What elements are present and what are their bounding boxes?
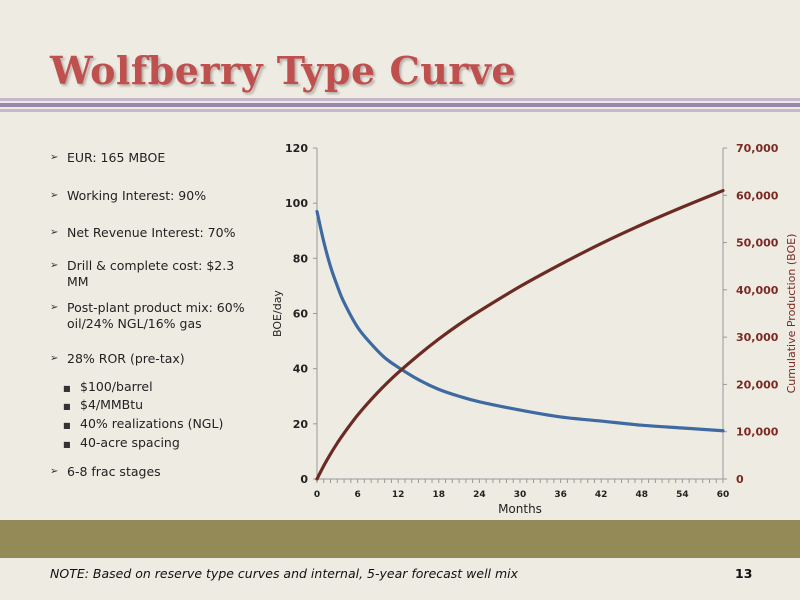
slide-title: Wolfberry Type Curve xyxy=(50,48,517,93)
y-tick-label: 100 xyxy=(285,197,308,210)
x-tick-label: 12 xyxy=(392,490,405,500)
square-bullet-icon: ■ xyxy=(63,440,71,449)
y-tick-label: 120 xyxy=(285,142,308,155)
arrow-bullet-icon: ➢ xyxy=(50,190,59,201)
bullet-product-mix: ➢ Post-plant product mix: 60% oil/24% NG… xyxy=(50,300,245,331)
y2-tick-label: 30,000 xyxy=(736,331,779,344)
footer-band xyxy=(0,520,800,558)
x-tick-label: 54 xyxy=(676,490,689,500)
y2-tick-label: 70,000 xyxy=(736,142,779,155)
y2-tick-label: 50,000 xyxy=(736,237,779,250)
y-tick-label: 40 xyxy=(293,363,309,376)
y2-tick-label: 40,000 xyxy=(736,284,779,297)
x-tick-label: 36 xyxy=(554,490,567,500)
arrow-bullet-icon: ➢ xyxy=(50,152,59,163)
page-number: 13 xyxy=(735,566,753,581)
arrow-bullet-icon: ➢ xyxy=(50,302,59,313)
bullet-drill-cost: ➢ Drill & complete cost: $2.3 MM xyxy=(50,258,235,289)
x-tick-label: 30 xyxy=(514,490,527,500)
arrow-bullet-icon: ➢ xyxy=(50,353,59,364)
chart-series xyxy=(315,188,725,481)
x-tick-label: 60 xyxy=(717,490,730,500)
y-tick-label: 80 xyxy=(293,252,309,265)
square-bullet-icon: ■ xyxy=(63,402,71,411)
y-tick-label: 60 xyxy=(293,308,309,321)
footnote: NOTE: Based on reserve type curves and i… xyxy=(50,566,519,581)
y-tick-label: 0 xyxy=(300,473,308,486)
x-tick-label: 18 xyxy=(433,490,446,500)
sub-bullet-gas-price: ■ $4/MMBtu xyxy=(50,397,280,413)
square-bullet-icon: ■ xyxy=(63,384,71,393)
x-tick-label: 0 xyxy=(314,490,320,500)
bullet-net-revenue-interest: ➢ Net Revenue Interest: 70% xyxy=(50,225,236,240)
bullet-ror: ➢ 28% ROR (pre-tax) xyxy=(50,351,185,366)
x-tick-label: 6 xyxy=(354,490,360,500)
chart-axes xyxy=(313,147,727,483)
y2-tick-label: 10,000 xyxy=(736,426,779,439)
x-tick-label: 48 xyxy=(636,490,649,500)
bullet-working-interest: ➢ Working Interest: 90% xyxy=(50,188,207,203)
y2-axis-title: Cumulative Production (BOE) xyxy=(785,234,798,394)
title-divider-top xyxy=(0,98,800,101)
y-axis-title: BOE/day xyxy=(271,290,284,337)
chart-labels: 020406080100120010,00020,00030,00040,000… xyxy=(271,142,798,516)
y2-tick-label: 20,000 xyxy=(736,378,779,391)
square-bullet-icon: ■ xyxy=(63,421,71,430)
y2-tick-label: 60,000 xyxy=(736,189,779,202)
title-divider-middle xyxy=(0,103,800,107)
arrow-bullet-icon: ➢ xyxy=(50,227,59,238)
sub-bullet-oil-price: ■ $100/barrel xyxy=(50,379,280,395)
sub-bullet-ngl-realizations: ■ 40% realizations (NGL) xyxy=(50,416,280,432)
bullet-eur: ➢ EUR: 165 MBOE xyxy=(50,150,166,165)
arrow-bullet-icon: ➢ xyxy=(50,260,59,271)
sub-bullet-spacing: ■ 40-acre spacing xyxy=(50,435,280,451)
arrow-bullet-icon: ➢ xyxy=(50,466,59,477)
x-axis-title: Months xyxy=(498,502,542,516)
x-tick-label: 24 xyxy=(473,490,486,500)
bullet-frac-stages: ➢ 6-8 frac stages xyxy=(50,464,161,479)
boe-per-day-line xyxy=(315,209,725,433)
x-tick-label: 42 xyxy=(595,490,608,500)
cumulative-production-line xyxy=(315,188,725,481)
y2-tick-label: 0 xyxy=(736,473,744,486)
y-tick-label: 20 xyxy=(293,418,309,431)
title-divider-bottom xyxy=(0,109,800,112)
type-curve-chart: 020406080100120010,00020,00030,00040,000… xyxy=(271,142,798,516)
